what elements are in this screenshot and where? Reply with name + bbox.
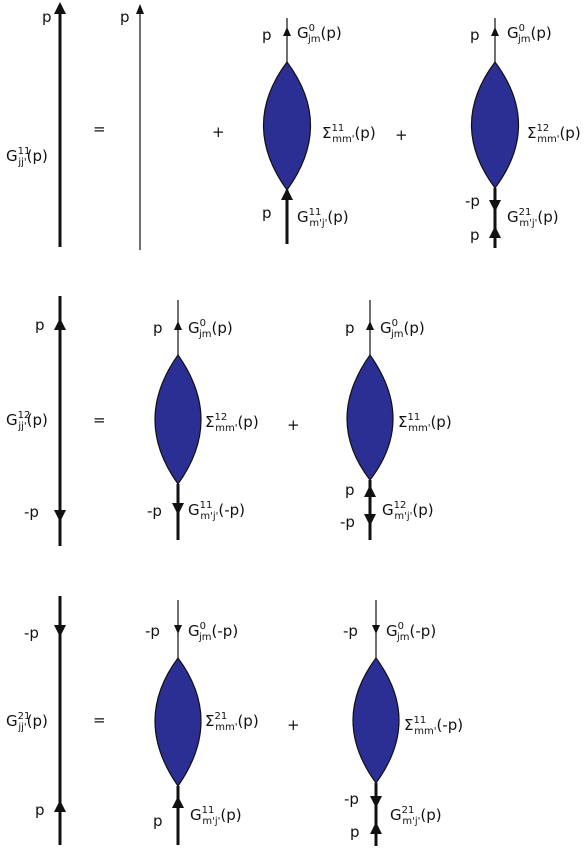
row1-t2-up-arrow-icon (489, 226, 501, 238)
row1-t2-sigma: Σ12 mm'(p) (527, 123, 581, 145)
row2-t2-top-arrow-icon (366, 321, 374, 330)
row3-up-arrow-icon (54, 800, 66, 812)
row3-lhs-label: G21 jj'(p) (6, 711, 48, 733)
row1-t1-self-energy-blob (263, 60, 311, 192)
row3-term2: -p G0 jm(-p) Σ11 mm'(-p) -p p G21 m'j'(p) (343, 600, 463, 846)
row1-t1-G0: G0 jm(p) (297, 23, 342, 45)
row2-plus: + (287, 416, 300, 434)
row3-t2-G21: G21 m'j'(p) (390, 805, 442, 827)
row1-term2: p G0 jm(p) Σ12 mm'(p) -p p G21 m'j'(p) (465, 18, 581, 248)
row2-full-propagator: p -p G12 jj'(p) (6, 296, 66, 546)
row-3-g21-equation: -p p G21 jj'(p) = -p G0 jm(-p) Σ21 mm'(p) p… (6, 596, 463, 846)
row1-t2-down-arrow-icon (489, 200, 501, 212)
row3-t1-top-arrow-icon (174, 625, 182, 634)
row3-top-minus-p: -p (24, 624, 39, 642)
row3-down-arrow-icon (54, 625, 66, 637)
row2-t2-minus-p: -p (340, 513, 355, 531)
row1-t2-top-arrow-icon (491, 27, 499, 36)
row2-up-arrow-icon (54, 318, 66, 330)
row3-t2-top-minus-p: -p (343, 622, 358, 640)
row2-t1-top-p: p (153, 319, 163, 337)
row2-top-p: p (35, 316, 45, 334)
row3-t2-self-energy-blob (352, 656, 400, 785)
row1-t2-self-energy-blob (471, 60, 519, 190)
row3-full-propagator: -p p G21 jj'(p) (6, 596, 66, 845)
row1-t1-bottom-arrow-icon (281, 188, 293, 200)
row1-equals: = (93, 120, 106, 138)
row3-bottom-p: p (35, 801, 45, 819)
row2-equals: = (93, 411, 106, 429)
row3-t1-up-arrow-icon (172, 796, 184, 808)
row1-t1-sigma: Σ11 mm'(p) (322, 123, 376, 145)
row3-t2-up-arrow-icon (370, 822, 382, 834)
row2-t1-sigma: Σ12 mm'(p) (205, 412, 259, 434)
row1-plus-1: + (212, 123, 225, 141)
row3-t1-G0: G0 jm(-p) (188, 621, 238, 643)
row3-t2-sigma: Σ11 mm'(-p) (404, 715, 463, 737)
row2-t2-up-arrow-icon (364, 485, 376, 497)
row3-t1-sigma: Σ21 mm'(p) (205, 711, 259, 733)
row1-plus-2: + (395, 126, 408, 144)
row2-t2-sigma: Σ11 mm'(p) (398, 412, 452, 434)
row3-t1-top-minus-p: -p (145, 622, 160, 640)
row2-t1-top-arrow-icon (174, 321, 182, 330)
row3-plus: + (287, 716, 300, 734)
row2-t2-self-energy-blob (346, 353, 394, 481)
row1-t1-top-p: p (262, 26, 272, 44)
row2-t2-G12: G12 m'j'(p) (382, 500, 434, 522)
row3-t2-top-arrow-icon (372, 625, 380, 634)
row1-momentum-label: p (42, 8, 52, 26)
row3-term1: -p G0 jm(-p) Σ21 mm'(p) p G11 m'j'(p) (145, 600, 259, 845)
row3-t2-minus-p: -p (344, 790, 359, 808)
row2-t1-minus-p: -p (147, 502, 162, 520)
row2-t1-G0: G0 jm(p) (188, 318, 233, 340)
row2-t2-p: p (345, 481, 355, 499)
row1-t2-bottom-p: p (470, 226, 480, 244)
row1-t2-minus-p: -p (465, 192, 480, 210)
row1-t2-top-p: p (470, 26, 480, 44)
row2-t1-self-energy-blob (154, 353, 202, 486)
row1-term1: p G0 jm(p) Σ11 mm'(p) p G11 m'j'(p) (262, 18, 376, 244)
row2-bottom-minus-p: -p (24, 503, 39, 521)
row3-t1-G11: G11 m'j'(p) (190, 805, 242, 827)
row2-t1-G11: G11 m'j'(-p) (188, 500, 245, 522)
row1-t1-top-arrow-icon (283, 27, 291, 36)
row3-equals: = (93, 711, 106, 729)
row2-t1-down-arrow-icon (172, 503, 184, 515)
row1-bare-momentum: p (120, 8, 130, 26)
row3-t2-down-arrow-icon (370, 796, 382, 808)
row2-down-arrow-icon (54, 510, 66, 522)
row2-term1: p G0 jm(p) Σ12 mm'(p) -p G11 m'j'(-p) (147, 300, 259, 540)
row1-up-arrow-icon (54, 2, 66, 14)
row1-t2-G21: G21 m'j'(p) (507, 207, 559, 229)
row1-t1-bottom-p: p (262, 204, 272, 222)
row3-t1-bottom-p: p (153, 812, 163, 830)
row1-bare-arrow-icon (136, 4, 144, 14)
row2-t2-top-p: p (345, 319, 355, 337)
row2-t2-down-arrow-icon (364, 514, 376, 526)
row1-lhs-label: G11 jj'(p) (6, 146, 48, 168)
row2-term2: p G0 jm(p) Σ11 mm'(p) p -p G12 m'j'(p) (340, 300, 452, 540)
row-2-g12-equation: p -p G12 jj'(p) = p G0 jm(p) Σ12 mm'(p) -p … (6, 296, 452, 546)
row3-t2-G0: G0 jm(-p) (386, 621, 436, 643)
row1-bare-propagator: p (120, 4, 144, 250)
row1-full-propagator: p G11 jj'(p) (6, 2, 66, 247)
row1-t1-G11: G11 m'j'(p) (297, 207, 349, 229)
row2-t2-G0: G0 jm(p) (380, 318, 425, 340)
row-1-g11-equation: p G11 jj'(p) = p + p G0 jm(p) Σ11 mm'(p) p … (6, 2, 581, 250)
row3-t2-bottom-p: p (350, 823, 360, 841)
row2-lhs-label: G12 jj'(p) (6, 410, 48, 432)
row1-t2-G0: G0 jm(p) (507, 23, 552, 45)
row3-t1-self-energy-blob (154, 656, 202, 788)
